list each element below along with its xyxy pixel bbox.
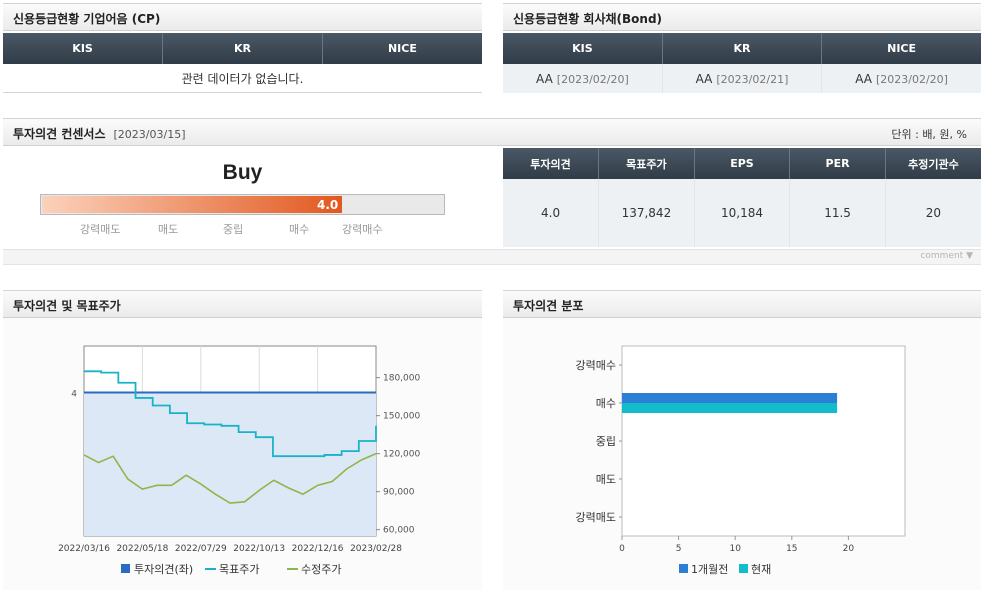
opinion-chart-header: 투자의견 및 목표주가	[3, 290, 482, 318]
bond-grade: AA	[536, 71, 553, 86]
legend-label-previous: 1개월전	[691, 563, 728, 576]
target-price-line	[84, 370, 377, 458]
x-tick-label: 5	[676, 544, 682, 554]
consensus-col-target: 목표주가	[598, 148, 695, 179]
distribution-chart-title: 투자의견 분포	[513, 299, 584, 313]
bond-title: 신용등급현황 회사채(Bond)	[513, 12, 663, 26]
comment-bar: comment ▼	[3, 249, 981, 265]
bond-date: [2023/02/20]	[556, 72, 629, 86]
legend-label-current: 현재	[751, 563, 771, 576]
consensus-col-per: PER	[789, 148, 886, 179]
comment-toggle[interactable]: comment ▼	[920, 251, 973, 261]
x-tick-label: 15	[786, 544, 797, 554]
legend-swatch-current	[739, 564, 748, 573]
category-label: 매도	[596, 473, 616, 486]
x-tick-label: 2022/05/18	[116, 544, 168, 554]
category-label: 매수	[596, 397, 616, 410]
chevron-down-icon: ▼	[966, 251, 973, 261]
x-tick-label: 2022/10/13	[233, 544, 285, 554]
bond-date: [2023/02/20]	[875, 72, 948, 86]
cp-title: 신용등급현황 기업어음 (CP)	[13, 12, 161, 26]
bond-grade: AA	[855, 71, 872, 86]
comment-label: comment	[920, 251, 964, 261]
x-tick-label: 10	[729, 544, 741, 554]
category-label: 강력매도	[576, 511, 616, 524]
x-tick-label: 2022/03/16	[58, 544, 110, 554]
cp-col-nice: NICE	[322, 33, 482, 64]
bond-grade: AA	[695, 71, 713, 86]
legend-label-price: 수정주가	[301, 563, 341, 576]
cp-col-kis: KIS	[3, 33, 164, 64]
legend-label-target: 목표주가	[219, 563, 259, 576]
cp-col-kr: KR	[162, 33, 323, 64]
bond-cell-kr: AA [2023/02/21]	[662, 64, 823, 93]
cp-empty-message: 관련 데이터가 없습니다.	[3, 64, 482, 93]
legend-swatch-opinion	[121, 564, 130, 573]
cp-section-header: 신용등급현황 기업어음 (CP)	[3, 3, 482, 31]
bond-table: KIS KR NICE AA [2023/02/20] AA [2023/02/21…	[503, 33, 981, 93]
x-tick-label: 2022/07/29	[175, 544, 227, 554]
bond-col-kr: KR	[662, 33, 823, 64]
rating-gauge-fill: 4.0	[42, 196, 343, 213]
left-tick-label: 4	[71, 390, 77, 400]
legend-label-opinion: 투자의견(좌)	[134, 563, 193, 576]
consensus-col-eps: EPS	[694, 148, 791, 179]
bond-section-header: 신용등급현황 회사채(Bond)	[503, 3, 981, 31]
bond-col-nice: NICE	[821, 33, 981, 64]
opinion-area	[84, 392, 376, 536]
adjusted-price-line	[83, 452, 377, 504]
x-tick-label: 2023/02/28	[350, 544, 402, 554]
plot-area	[621, 345, 906, 537]
rating-scale: 강력매도 매도 중립 매수 강력매수	[80, 221, 400, 237]
x-tick-label: 20	[843, 544, 855, 554]
rating-label: Buy	[222, 161, 263, 184]
bond-cell-nice: AA [2023/02/20]	[821, 64, 981, 93]
consensus-eps-value: 10,184	[694, 179, 791, 247]
bar-current	[622, 403, 838, 413]
right-tick-label: 180,000	[383, 374, 420, 384]
consensus-title: 투자의견 컨센서스	[13, 127, 106, 141]
x-tick-label: 0	[619, 544, 625, 554]
consensus-target-value: 137,842	[598, 179, 695, 247]
legend-swatch-previous	[679, 564, 688, 573]
scale-strong-sell: 강력매도	[80, 223, 121, 236]
right-tick-label: 90,000	[383, 488, 415, 498]
scale-neutral: 중립	[223, 223, 244, 236]
right-tick-label: 120,000	[383, 450, 420, 460]
cp-table: KIS KR NICE 관련 데이터가 없습니다.	[3, 33, 482, 93]
category-label: 중립	[596, 435, 616, 448]
distribution-chart-header: 투자의견 분포	[503, 290, 981, 318]
consensus-section-header: 투자의견 컨센서스 [2023/03/15] 단위 : 배, 원, %	[3, 118, 981, 146]
bar-previous	[622, 393, 838, 403]
scale-strong-buy: 강력매수	[342, 223, 383, 236]
rating-gauge: 4.0	[40, 194, 445, 215]
consensus-col-count: 추정기관수	[885, 148, 981, 179]
scale-buy: 매수	[289, 223, 310, 236]
consensus-count-value: 20	[885, 179, 981, 247]
category-label: 강력매수	[576, 359, 616, 372]
bond-col-kis: KIS	[503, 33, 663, 64]
opinion-chart-title: 투자의견 및 목표주가	[13, 299, 121, 313]
consensus-table: 투자의견 목표주가 EPS PER 추정기관수 4.0 137,842 10,1…	[503, 148, 981, 247]
consensus-per-value: 11.5	[789, 179, 886, 247]
right-tick-label: 150,000	[383, 412, 420, 422]
consensus-col-opinion: 투자의견	[503, 148, 600, 179]
consensus-date: [2023/03/15]	[113, 128, 186, 141]
bond-date: [2023/02/21]	[716, 72, 789, 86]
x-tick-label: 2022/12/16	[292, 544, 344, 554]
unit-label: 단위 : 배, 원, %	[891, 128, 967, 141]
consensus-title-group: 투자의견 컨센서스 [2023/03/15]	[13, 125, 185, 142]
right-tick-label: 60,000	[383, 526, 415, 536]
consensus-opinion-value: 4.0	[503, 179, 600, 247]
scale-sell: 매도	[158, 223, 179, 236]
rating-score: 4.0	[316, 198, 339, 212]
bond-cell-kis: AA [2023/02/20]	[503, 64, 663, 93]
